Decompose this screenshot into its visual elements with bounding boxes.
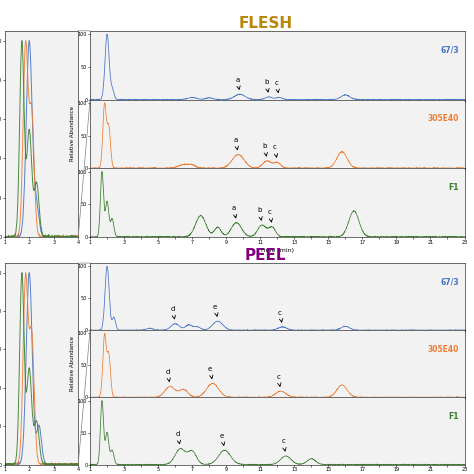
Text: c: c	[276, 374, 281, 386]
Text: c: c	[273, 145, 278, 157]
Text: c: c	[281, 438, 286, 451]
Text: 305E40: 305E40	[428, 345, 459, 354]
Text: 67/3: 67/3	[440, 46, 459, 55]
Text: F1: F1	[448, 183, 459, 192]
Text: c: c	[274, 80, 279, 92]
Text: d: d	[171, 306, 175, 319]
Text: 67/3: 67/3	[440, 277, 459, 286]
Text: F1: F1	[448, 412, 459, 420]
Text: e: e	[208, 366, 213, 379]
Text: e: e	[213, 304, 218, 316]
X-axis label: Time (min): Time (min)	[260, 247, 294, 253]
Text: 305E40: 305E40	[428, 114, 459, 123]
Text: b: b	[257, 207, 262, 220]
Text: FLESH: FLESH	[238, 16, 292, 31]
Text: b: b	[262, 143, 267, 156]
Text: d: d	[165, 369, 170, 382]
Y-axis label: Relative Abundance: Relative Abundance	[70, 106, 75, 162]
Text: a: a	[234, 137, 238, 150]
Text: b: b	[264, 79, 269, 92]
Text: c: c	[278, 310, 283, 322]
Y-axis label: Relative Abundance: Relative Abundance	[70, 336, 75, 392]
Text: d: d	[175, 431, 181, 444]
Text: e: e	[220, 433, 225, 446]
Text: c: c	[268, 209, 273, 222]
Text: PEEL: PEEL	[245, 248, 286, 263]
Text: a: a	[235, 76, 240, 89]
Text: a: a	[232, 205, 237, 218]
